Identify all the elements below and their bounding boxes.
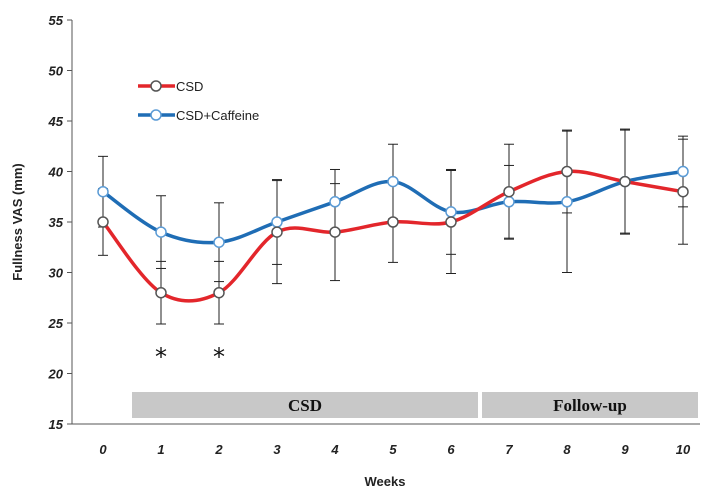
y-tick-label: 20 <box>48 367 64 382</box>
x-tick-label: 6 <box>447 442 455 457</box>
x-axis-title: Weeks <box>365 474 406 489</box>
data-point-csd <box>213 286 225 299</box>
y-tick-label: 55 <box>49 13 64 28</box>
y-tick-label: 45 <box>48 114 64 129</box>
data-point-csd-caffeine <box>561 196 573 208</box>
x-tick-label: 10 <box>676 442 691 457</box>
y-tick-label: 35 <box>49 215 64 230</box>
data-point-csd-caffeine <box>503 196 515 208</box>
legend-label: CSD <box>176 79 203 94</box>
legend: CSD CSD+Caffeine <box>138 79 259 123</box>
data-point-csd <box>97 216 109 228</box>
data-point-csd <box>155 286 167 299</box>
data-point-csd <box>677 185 689 198</box>
y-tick-label: 15 <box>49 417 64 432</box>
legend-swatch-marker <box>150 109 162 121</box>
significance-star: * <box>155 343 167 371</box>
x-tick-label: 0 <box>99 442 107 457</box>
phase-bar <box>132 392 478 418</box>
data-point-csd <box>387 216 399 228</box>
data-point-csd-caffeine <box>445 206 457 218</box>
data-point-csd <box>619 175 631 188</box>
phase-label: CSD <box>288 396 322 415</box>
x-tick-label: 4 <box>330 442 339 457</box>
data-point-csd-caffeine <box>97 185 109 198</box>
x-tick-label: 1 <box>157 442 164 457</box>
significance-markers: * * <box>155 343 225 371</box>
significance-star: * <box>213 343 225 371</box>
data-point-csd-caffeine <box>329 196 341 208</box>
series-markers <box>97 165 689 299</box>
data-point-csd-caffeine <box>677 165 689 178</box>
x-tick-label: 2 <box>214 442 223 457</box>
data-point-csd-caffeine <box>387 175 399 188</box>
y-tick-label: 25 <box>48 316 64 331</box>
x-tick-label: 9 <box>621 442 629 457</box>
phase-bar <box>482 392 698 418</box>
data-point-csd-caffeine <box>271 216 283 228</box>
x-tick-label: 8 <box>563 442 571 457</box>
x-tick-label: 3 <box>273 442 281 457</box>
x-tick-label: 5 <box>389 442 397 457</box>
data-point-csd <box>271 226 283 238</box>
legend-swatch-marker <box>150 80 162 92</box>
data-point-csd <box>445 216 457 228</box>
x-tick-label: 7 <box>505 442 513 457</box>
data-point-csd <box>503 185 515 198</box>
y-tick-label: 30 <box>49 266 64 281</box>
phase-bars: CSD Follow-up <box>132 392 698 418</box>
phase-label: Follow-up <box>553 396 627 415</box>
data-point-csd-caffeine <box>213 236 225 248</box>
y-tick-label: 50 <box>49 64 64 79</box>
y-axis-title: Fullness VAS (mm) <box>10 163 25 281</box>
legend-label: CSD+Caffeine <box>176 108 259 123</box>
data-point-csd <box>561 165 573 178</box>
y-tick-label: 40 <box>48 165 64 180</box>
data-point-csd-caffeine <box>155 226 167 238</box>
data-point-csd <box>329 226 341 238</box>
